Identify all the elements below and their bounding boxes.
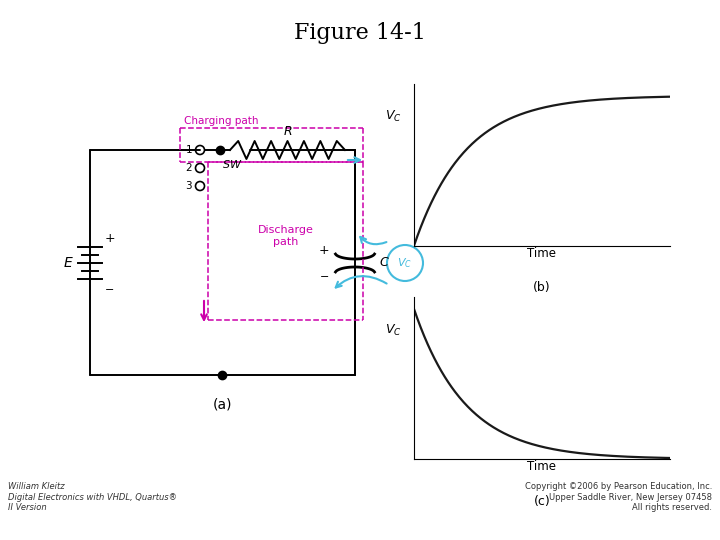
Text: Discharge
path: Discharge path: [258, 225, 313, 247]
Text: Copyright ©2006 by Pearson Education, Inc.
Upper Saddle River, New Jersey 07458
: Copyright ©2006 by Pearson Education, In…: [525, 482, 712, 512]
Text: $E$: $E$: [63, 256, 74, 270]
Text: (b): (b): [533, 281, 551, 294]
Text: $+$: $+$: [318, 245, 329, 258]
Text: $R$: $R$: [283, 125, 292, 138]
Text: $+$: $+$: [104, 232, 115, 245]
Text: (a): (a): [212, 397, 232, 411]
Y-axis label: $V_C$: $V_C$: [385, 322, 402, 338]
X-axis label: Time: Time: [527, 247, 557, 260]
Text: $V_C$: $V_C$: [397, 256, 413, 270]
X-axis label: Time: Time: [527, 461, 557, 474]
Text: 1: 1: [185, 145, 192, 155]
Text: Charging path: Charging path: [184, 116, 258, 126]
Text: $C$: $C$: [379, 256, 390, 269]
Text: William Kleitz
Digital Electronics with VHDL, Quartus®
II Version: William Kleitz Digital Electronics with …: [8, 482, 177, 512]
Text: 3: 3: [185, 181, 192, 191]
Text: 2: 2: [185, 163, 192, 173]
Text: $-$: $-$: [319, 270, 329, 280]
Text: $-$: $-$: [104, 283, 114, 293]
Text: $SW$: $SW$: [222, 158, 243, 170]
Text: (c): (c): [534, 495, 550, 508]
Y-axis label: $V_C$: $V_C$: [385, 109, 402, 124]
Text: Figure 14-1: Figure 14-1: [294, 22, 426, 44]
